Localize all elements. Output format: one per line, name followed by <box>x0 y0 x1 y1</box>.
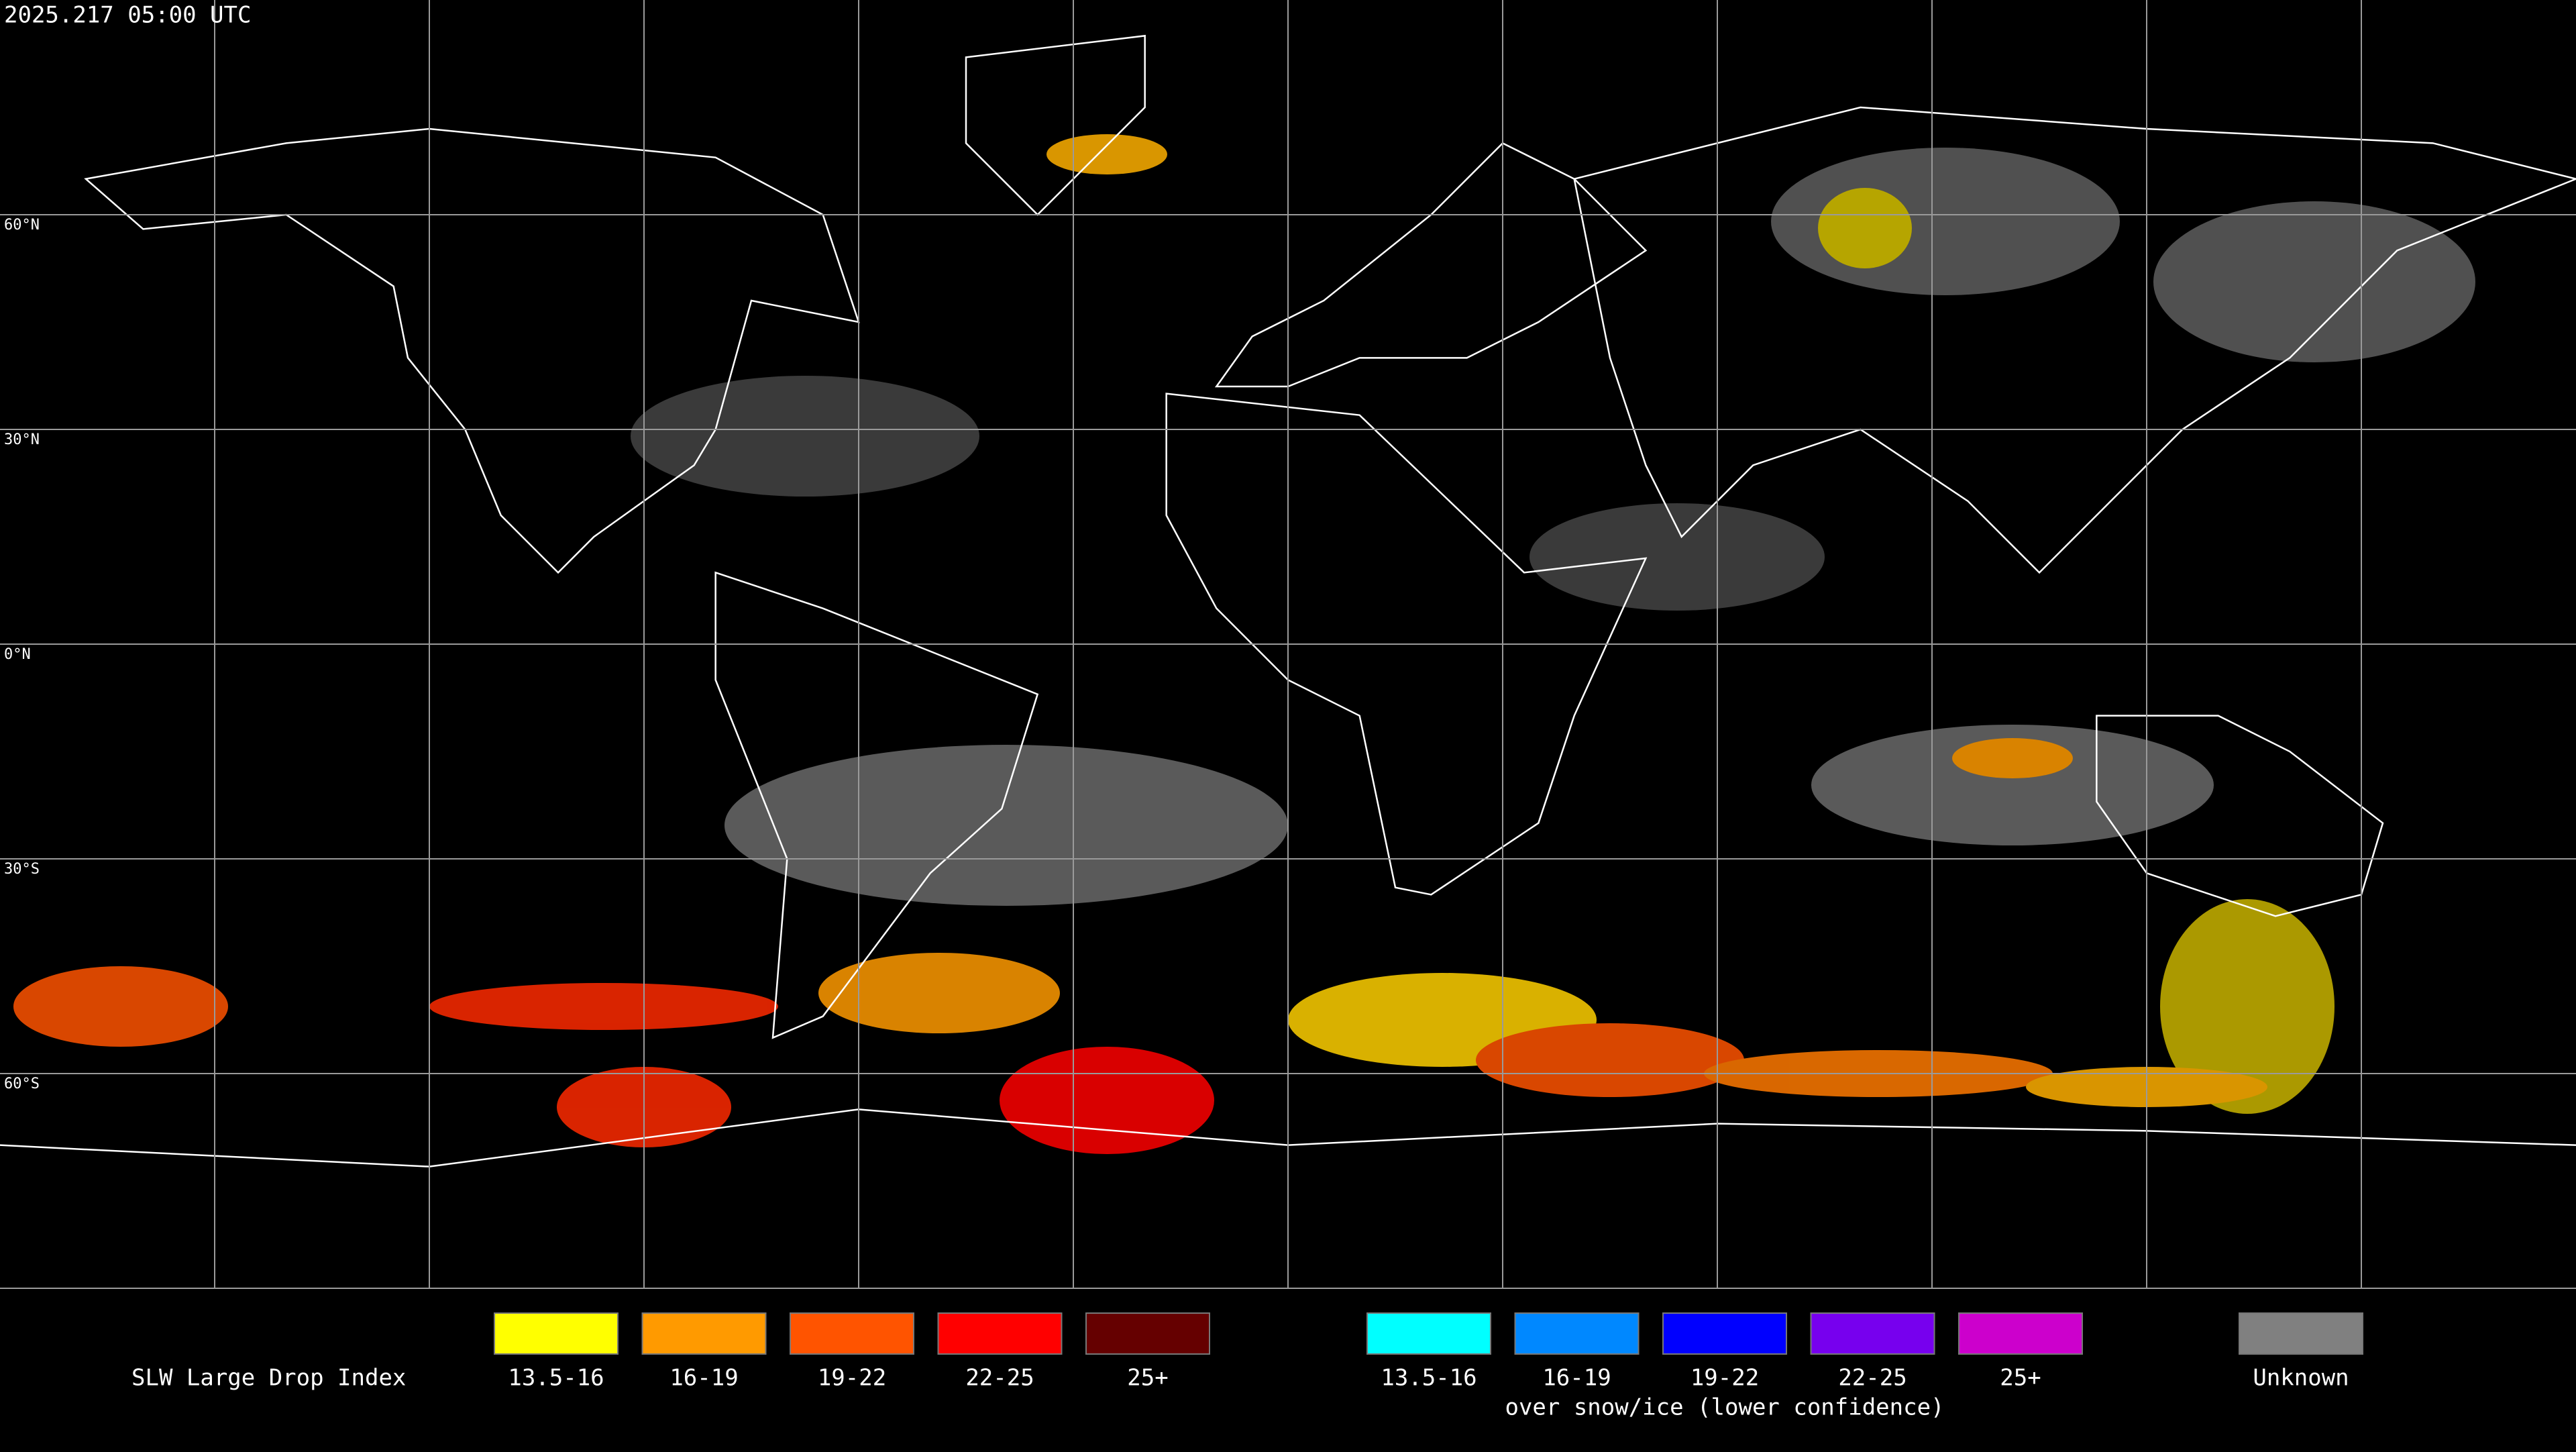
lat-label: 60°S <box>4 1076 40 1092</box>
legend-title: SLW Large Drop Index <box>131 1365 406 1392</box>
legend-label: 13.5-16 <box>508 1365 604 1392</box>
legend-swatch <box>1085 1312 1210 1355</box>
legend-swatch <box>937 1312 1063 1355</box>
legend-swatch <box>1810 1312 1935 1355</box>
legend-swatch <box>1366 1312 1491 1355</box>
legend-swatch <box>1958 1312 2083 1355</box>
legend: SLW Large Drop Index over snow/ice (lowe… <box>131 1312 2363 1421</box>
legend-swatch <box>641 1312 767 1355</box>
legend-label: 25+ <box>1127 1365 1168 1392</box>
legend-label: 19-22 <box>1690 1365 1759 1392</box>
legend-swatch <box>790 1312 914 1355</box>
legend-label: 16-19 <box>1542 1365 1611 1392</box>
legend-swatch <box>494 1312 619 1355</box>
snow-note: over snow/ice (lower confidence) <box>1505 1394 1944 1421</box>
legend-swatch <box>1662 1312 1787 1355</box>
legend-label: 22-25 <box>1838 1365 1907 1392</box>
cloud-patches <box>13 134 2475 1154</box>
lat-label: 30°S <box>4 861 40 878</box>
timestamp: 2025.217 05:00 UTC <box>4 2 251 29</box>
legend-swatch <box>2239 1312 2363 1355</box>
legend-label: 16-19 <box>669 1365 738 1392</box>
lat-label: 0°N <box>4 646 31 663</box>
legend-label: 25+ <box>2000 1365 2041 1392</box>
lat-label: 60°N <box>4 217 40 234</box>
legend-label: Unknown <box>2253 1365 2349 1392</box>
legend-label: 19-22 <box>818 1365 886 1392</box>
legend-label: 22-25 <box>965 1365 1034 1392</box>
lat-label: 30°N <box>4 431 40 448</box>
legend-label: 13.5-16 <box>1381 1365 1477 1392</box>
graticule <box>0 0 2576 1289</box>
latitude-labels: 60°N 30°N 0°N 30°S 60°S <box>4 217 40 1092</box>
legend-swatch <box>1514 1312 1640 1355</box>
